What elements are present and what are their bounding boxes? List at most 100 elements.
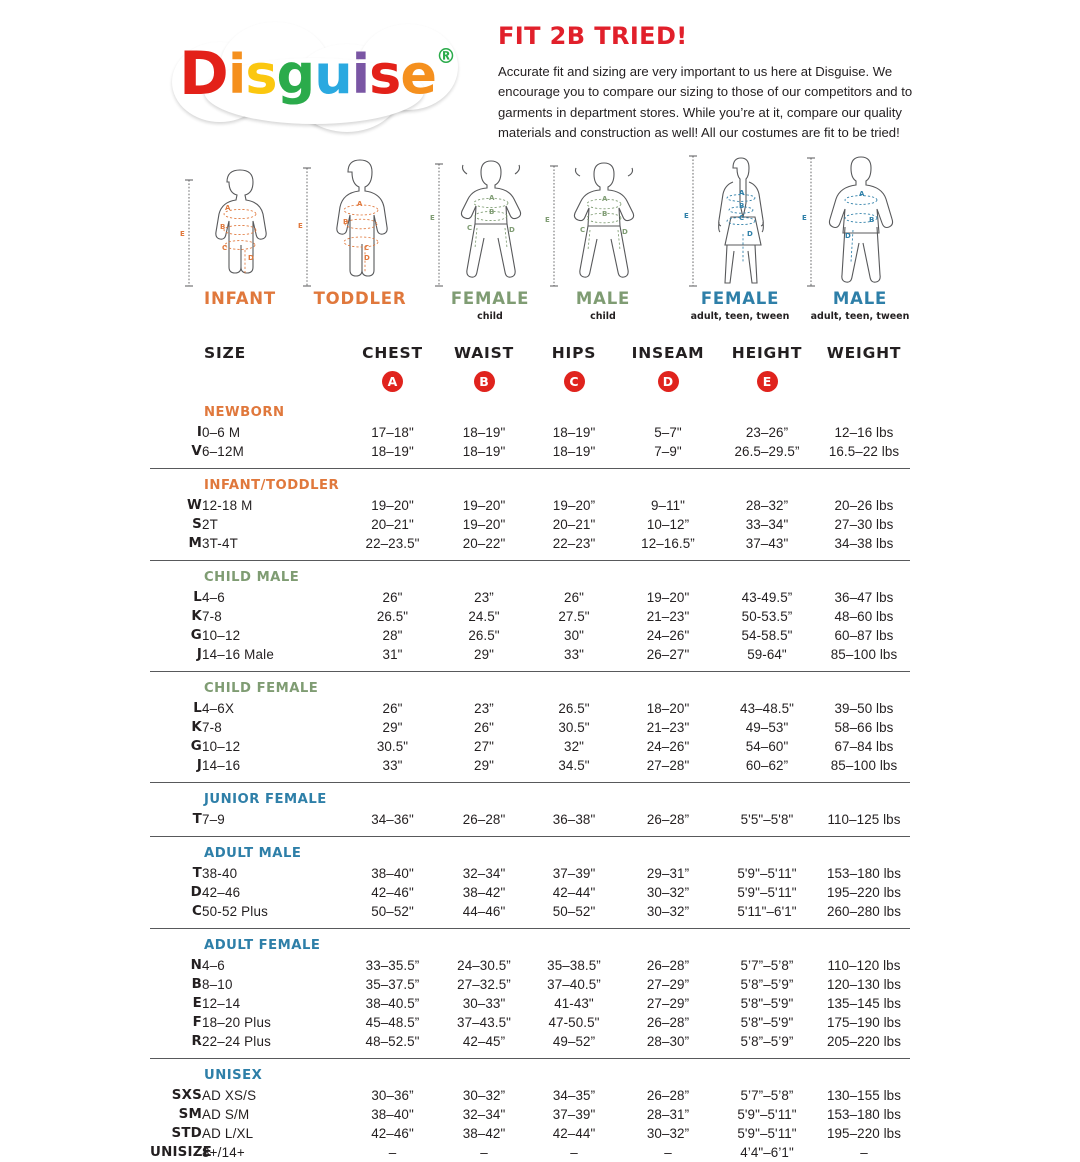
badge-b-icon: B [473,370,495,392]
svg-text:A: A [739,189,745,197]
row-chest: 45–48.5” [365,1015,420,1030]
row-chest: 19–20" [371,498,414,513]
row-inseam: 21–23" [646,609,690,624]
svg-text:C: C [739,214,744,222]
row-height: 5'11"–6'1" [737,904,797,919]
group-header-row: NEWBORN [150,396,910,423]
svg-text:E: E [802,214,807,222]
table-row: G 10–12 28" 26.5" 30" 24–26" 54-58.5" 60–87 lbs [150,626,910,645]
row-inseam: 30–32” [646,904,690,919]
row-size-code: S [192,517,202,532]
svg-text:A: A [357,200,363,208]
logo-letter-d: D [179,39,229,109]
svg-text:B: B [220,223,225,231]
group-title: NEWBORN [204,405,285,420]
group-title: ADULT FEMALE [204,938,321,953]
badge-cell-b: B [440,366,528,396]
row-height: 50-53.5” [741,609,793,624]
row-hips: – [570,1145,578,1160]
row-inseam: 28–30” [646,1034,690,1049]
row-hips: 34–35” [552,1088,596,1103]
table-row: SXS AD XS/S 30–36” 30–32” 34–35” 26–28” 5’7”–5… [150,1086,910,1105]
row-hips: 50–52" [552,904,596,919]
row-waist: 27" [474,739,494,754]
badge-cell-e: E [716,366,818,396]
badge-cell-a: A [345,366,440,396]
row-size-label: 10–12 [202,739,241,754]
table-row: J 14–16 Male 31" 29" 33" 26–27" 59-64" 85–100 l… [150,645,910,664]
svg-text:B: B [343,218,348,226]
row-inseam: 21–23" [646,720,690,735]
row-size-code: K [191,720,202,735]
separator-line [150,664,910,672]
row-height: 5'9"–5'11" [737,885,797,900]
row-size-code: G [190,739,202,754]
row-waist: 32–34" [462,866,506,881]
row-chest: 38–40" [371,1107,414,1122]
row-weight: 12–16 lbs [834,425,894,440]
row-weight: 20–26 lbs [834,498,894,513]
row-waist: 23” [474,590,494,605]
svg-text:A: A [602,195,608,203]
row-waist: 29" [474,647,494,662]
row-size-code: N [190,958,202,973]
table-head: SIZE CHEST WAIST HIPS INSEAM HEIGHT WEIG… [150,338,910,396]
adult-male-body-icon: A B D E [802,156,894,287]
table-row: K 7-8 26.5" 24.5" 27.5" 21–23" 50-53.5” 48–60 l… [150,607,910,626]
row-size-label: 4–6X [202,701,235,716]
adult-female-body-icon: A B C D E [684,155,764,287]
row-height: 5’8”–5’9” [740,977,794,992]
svg-text:A: A [859,190,865,198]
group-header-row: CHILD FEMALE [150,672,910,699]
separator-line [150,775,910,783]
row-hips: 37–39" [552,1107,596,1122]
row-hips: 27.5" [558,609,590,624]
badge-e-icon: E [756,370,778,392]
row-weight: 130–155 lbs [826,1088,902,1103]
row-hips: 22–23" [552,536,596,551]
badge-spacer-2 [202,366,345,396]
row-waist: 20–22" [462,536,506,551]
figure-label-child-male: MALE [575,289,631,308]
table-row: J 14–16 33" 29" 34.5" 27–28" 60–62” 85–100 lbs [150,756,910,775]
column-header-chest: CHEST [362,344,423,362]
row-waist: 42–45” [462,1034,506,1049]
row-inseam: 26–28” [646,1015,690,1030]
logo-letter-s2: s [369,42,401,106]
row-chest: 26" [382,701,403,716]
row-inseam: 5–7" [654,425,682,440]
group-code-spacer [150,1059,202,1086]
page-title: FIT 2B TRIED! [498,22,688,50]
group-code-spacer [150,783,202,810]
logo-letter-g: g [276,42,316,106]
row-weight: 260–280 lbs [826,904,902,919]
row-hips: 34.5" [558,758,590,773]
table-row: T 7–9 34–36" 26–28" 36–38" 26–28” 5'5"–5'8" 110… [150,810,910,829]
row-chest: 34–36" [371,812,414,827]
row-waist: 23” [474,701,494,716]
row-size-code: K [191,609,202,624]
row-height: 54–60" [745,739,789,754]
row-height: 5'9"–5'11" [737,1107,797,1122]
svg-text:B: B [869,216,874,224]
table-row: C 50-52 Plus 50–52" 44–46" 50–52" 30–32” 5'11"… [150,902,910,921]
row-chest: 48–52.5" [365,1034,420,1049]
row-size-code: V [191,444,202,459]
table-row: L 4–6X 26" 23” 26.5" 18–20" 43–48.5" 39–50 lbs [150,699,910,718]
figure-label-adult-male: MALE [832,289,888,308]
row-size-code: T [192,866,202,881]
row-waist: 19–20" [462,498,506,513]
table-row: W 12-18 M 19–20" 19–20" 19–20” 9–11" 28–32” 20–… [150,496,910,515]
row-waist: 29" [474,758,494,773]
logo-letter-i1: i [227,42,246,106]
table-row: N 4–6 33–35.5” 24–30.5” 35–38.5” 26–28” 5’7”–5… [150,956,910,975]
row-weight: 110–120 lbs [827,958,901,973]
badge-spacer-1 [150,366,202,396]
group-title: CHILD FEMALE [204,681,319,696]
group-separator [150,775,910,783]
row-size-label: 12-18 M [202,498,253,513]
row-weight: 16.5–22 lbs [828,444,900,459]
row-size-label: AD XS/S [202,1088,257,1103]
row-inseam: 18–20" [646,701,690,716]
row-chest: 26.5" [376,609,409,624]
